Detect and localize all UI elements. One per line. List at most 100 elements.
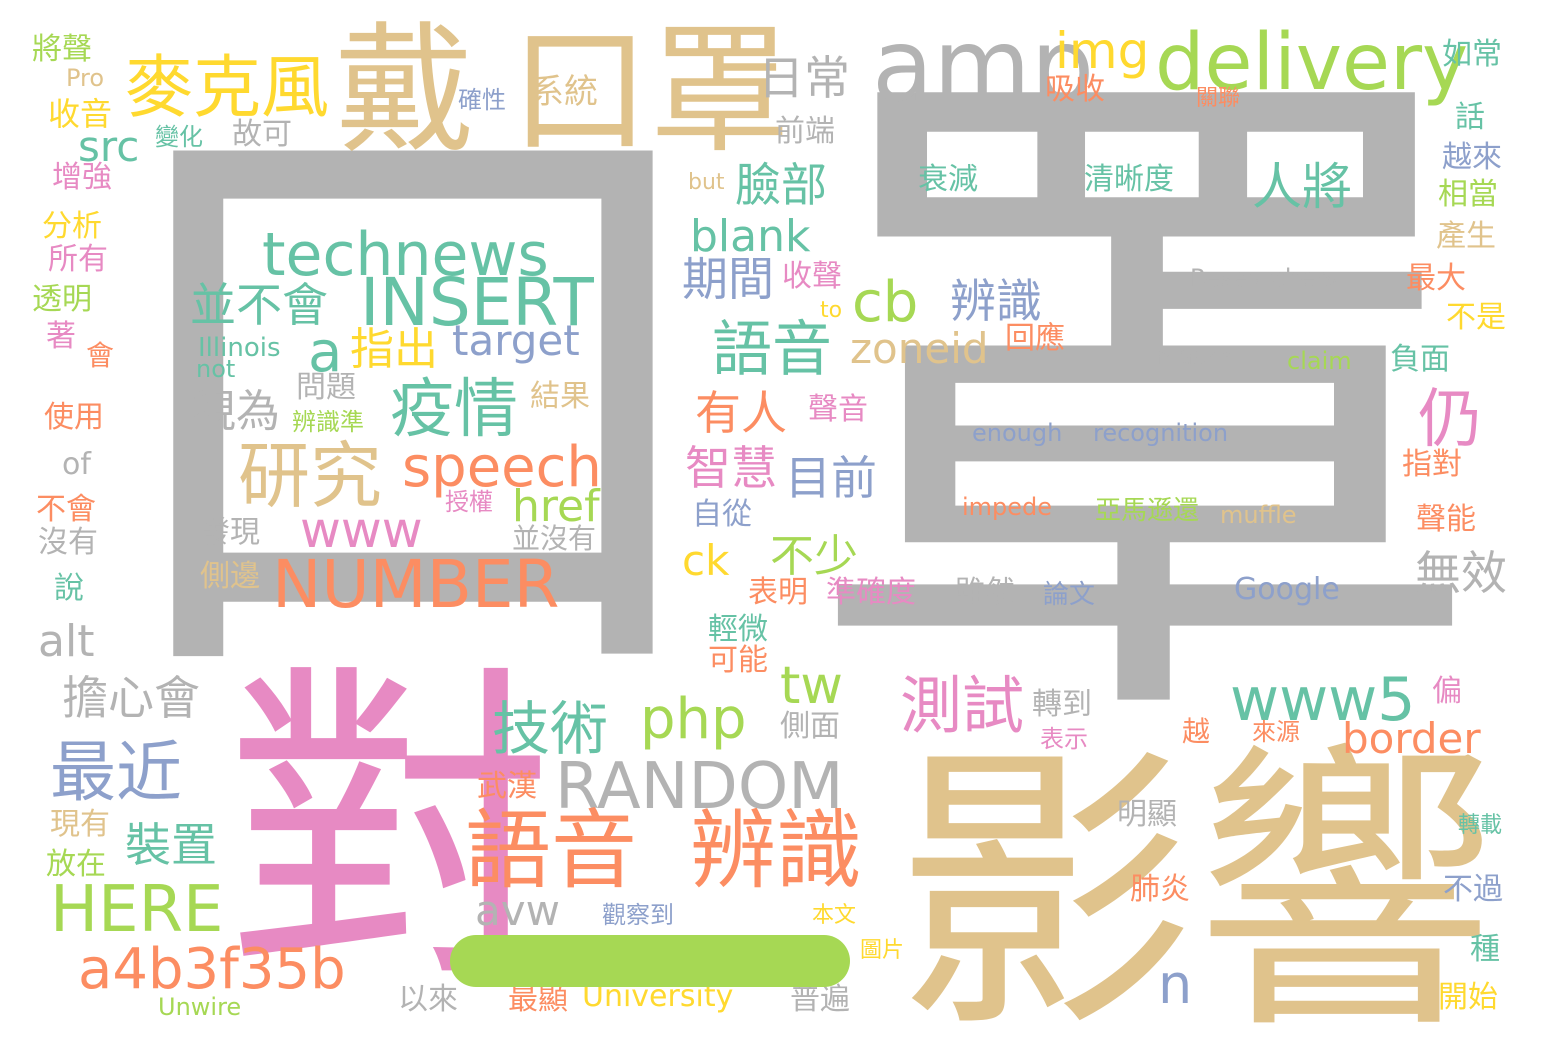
cloud-word-voice: 語音 — [712, 315, 832, 385]
cloud-word-www: www — [300, 501, 423, 559]
cloud-word-begin: 開始 — [1438, 980, 1498, 1015]
cloud-word-front-end: 前端 — [775, 114, 835, 149]
cloud-word-border: border — [1342, 714, 1481, 763]
cloud-word-paper: 論文 — [1043, 580, 1096, 610]
cloud-word-currently: 目前 — [785, 451, 877, 505]
cloud-word-none: 沒有 — [38, 525, 98, 560]
cloud-word-blank: blank — [690, 211, 811, 262]
cloud-word-produce: 產生 — [1436, 219, 1496, 254]
cloud-word-number: NUMBER — [272, 546, 560, 623]
cloud-word-since: 以來 — [398, 982, 458, 1017]
cloud-word-problem: 問題 — [296, 370, 356, 405]
cloud-word-quite: 相當 — [1438, 177, 1498, 212]
cloud-word-of: of — [62, 447, 91, 482]
cloud-word-wear: 戴 — [335, 10, 476, 173]
cloud-word-sound-energy: 聲能 — [1416, 502, 1476, 537]
cloud-word-negative: 負面 — [1390, 342, 1450, 377]
cloud-word-claim: claim — [1287, 347, 1352, 375]
cloud-word-yue: 越 — [1182, 715, 1211, 748]
cloud-word-recently: 最近 — [50, 734, 182, 811]
cloud-word-attenuation: 衰減 — [918, 162, 978, 197]
cloud-word-since-then: 自從 — [692, 497, 752, 532]
cloud-word-recognition-zh: 辨識 — [690, 801, 862, 901]
cloud-word-face: 臉部 — [735, 158, 827, 212]
cloud-word-accuracy-2: 確性 — [458, 86, 506, 114]
cloud-word-recognition: recognition — [1093, 419, 1229, 447]
cloud-word-not-have: 並沒有 — [512, 522, 597, 555]
cloud-word-will-not-2: 不會 — [36, 492, 96, 527]
cloud-word-href: href — [512, 481, 600, 532]
cloud-word-unwire: Unwire — [158, 993, 242, 1021]
cloud-word-zhe: 著 — [46, 319, 76, 354]
cloud-word-still: 仍 — [1418, 383, 1482, 457]
cloud-word-absorb: 吸收 — [1045, 72, 1105, 107]
cloud-word-amazon-also: 亞馬遜還 — [1095, 496, 1200, 526]
cloud-word-tw: tw — [780, 656, 843, 716]
cloud-word-recognize: 辨識 — [950, 274, 1042, 328]
cloud-word-clarity: 清晰度 — [1084, 162, 1174, 197]
cloud-word-regard-as: 視為 — [192, 386, 280, 437]
cloud-word-zoneid: zoneid — [850, 324, 989, 373]
cloud-word-discover: 發現 — [200, 515, 260, 550]
cloud-word-analysis: 分析 — [42, 209, 102, 244]
cloud-word-researchers: Researchers — [1190, 264, 1338, 292]
cloud-word-speech: speech — [402, 435, 602, 500]
cloud-word-point-out: 指出 — [350, 324, 438, 375]
cloud-word-src: src — [78, 122, 140, 171]
green-dash-mark — [450, 935, 850, 987]
cloud-word-use: 使用 — [44, 400, 104, 435]
cloud-word-recognition-acc: 辨識準 — [292, 408, 364, 436]
cloud-word-a4b3f35b: a4b3f35b — [78, 937, 346, 1002]
cloud-word-masks: masks — [1155, 342, 1232, 370]
cloud-word-insert: INSERT — [360, 264, 594, 341]
cloud-word-many: 不少 — [770, 531, 858, 582]
cloud-word-google: Google — [1234, 572, 1340, 607]
cloud-word-indicate: 表明 — [748, 575, 808, 610]
cloud-word-repost: 轉載 — [1458, 813, 1503, 838]
cloud-word-sound-will: 將聲 — [32, 32, 92, 67]
cloud-word-obvious: 明顯 — [1117, 797, 1177, 832]
cloud-word-switch-to: 轉到 — [1032, 687, 1092, 722]
cloud-word-speech-zh: 語音 — [465, 801, 637, 901]
cloud-word-this-article: 本文 — [812, 903, 857, 928]
cloud-word-transparent: 透明 — [32, 282, 92, 317]
cloud-word-random: RANDOM — [555, 750, 844, 824]
cloud-word-daily: 日常 — [758, 51, 850, 105]
cloud-word-worry-will: 擔心會 — [62, 671, 200, 725]
cloud-word-result: 結果 — [530, 379, 590, 414]
cloud-word-accuracy: 準確度 — [826, 575, 916, 610]
cloud-word-a: a — [308, 320, 343, 385]
cloud-word-side-face: 側面 — [780, 709, 840, 744]
cloud-word-facemask: 口罩 — [510, 10, 791, 173]
cloud-word-system: 系統 — [530, 72, 598, 112]
cloud-word-but: but — [688, 170, 725, 195]
cloud-word-php: php — [640, 687, 747, 752]
cloud-word-people-will: 人將 — [1252, 158, 1352, 216]
cloud-word-existing: 現有 — [50, 807, 110, 842]
cloud-word-change: 變化 — [155, 123, 203, 151]
cloud-word-slight: 輕微 — [708, 612, 768, 647]
cloud-word-source: 來源 — [1252, 718, 1300, 746]
cloud-word-more-and-more: 越來 — [1442, 140, 1502, 175]
cloud-word-device: 裝置 — [125, 818, 217, 872]
cloud-word-license: 授權 — [445, 488, 493, 516]
cloud-word-possible: 可能 — [708, 643, 768, 678]
cloud-word-pandemic: 疫情 — [390, 373, 518, 447]
cloud-word-sound-pickup: 收音 — [48, 95, 113, 133]
cloud-word-observed: 觀察到 — [602, 901, 674, 929]
cloud-word-lean: 偏 — [1432, 674, 1462, 709]
cloud-word-someone: 有人 — [695, 386, 787, 440]
cloud-word-related: 關聯 — [1196, 86, 1241, 111]
cloud-word-www5: www5 — [1230, 665, 1416, 735]
cloud-word-target: target — [452, 316, 580, 365]
cloud-word-cb: cb — [852, 270, 919, 335]
cloud-word-respond: 回應 — [1005, 321, 1065, 356]
cloud-word-alt: alt — [38, 616, 95, 667]
cloud-word-hui: 會 — [86, 339, 115, 372]
cloud-word-express: 表示 — [1040, 725, 1088, 753]
cloud-word-avw: avw — [475, 886, 560, 935]
cloud-word-pro: Pro — [66, 64, 105, 92]
cloud-word-place-at: 放在 — [46, 847, 106, 882]
cloud-word-side: 側邊 — [200, 559, 260, 594]
